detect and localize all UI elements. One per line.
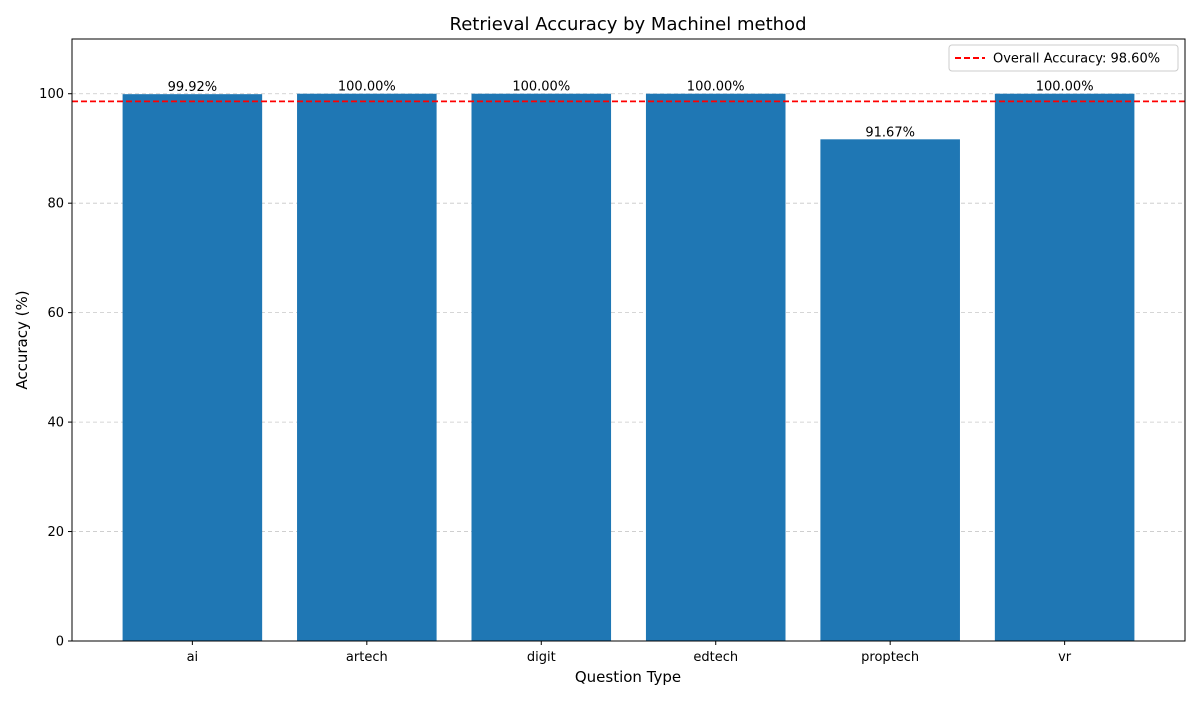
- y-axis-label: Accuracy (%): [13, 290, 31, 389]
- bar-digit: [471, 93, 612, 641]
- x-axis-ticks: ai artech digit edtech proptech vr: [187, 641, 1072, 665]
- x-tick-label: digit: [527, 650, 556, 665]
- legend-box: [948, 44, 1179, 72]
- x-tick-label: edtech: [693, 650, 738, 665]
- x-tick-label: artech: [346, 650, 388, 665]
- y-tick-label: 40: [47, 416, 64, 431]
- bar-ai: [122, 94, 263, 641]
- legend-label: Overall Accuracy: 98.60%: [993, 52, 1160, 67]
- bar-proptech: [820, 139, 960, 641]
- y-tick-label: 100: [39, 87, 64, 102]
- bar-value-label: 91.67%: [865, 125, 915, 140]
- bar-value-label: 100.00%: [512, 80, 570, 95]
- plot-frame: [71, 38, 1186, 642]
- bar-value-labels: 99.92% 100.00% 100.00% 100.00% 91.67% 100.00%: [168, 80, 1094, 141]
- legend: Overall Accuracy: 98.60%: [948, 44, 1179, 72]
- x-tick-label: vr: [1058, 650, 1072, 665]
- bar-edtech: [645, 93, 786, 641]
- x-axis-label: Question Type: [575, 668, 681, 686]
- y-tick-label: 0: [56, 635, 64, 650]
- bar-artech: [297, 93, 437, 641]
- bars: [122, 93, 1135, 641]
- y-tick-label: 20: [47, 525, 64, 540]
- x-tick-label: proptech: [861, 650, 919, 665]
- bar-value-label: 100.00%: [338, 80, 396, 95]
- bar-value-label: 100.00%: [687, 80, 745, 95]
- x-tick-label: ai: [187, 650, 199, 665]
- y-axis-ticks: 0 20 40 60 80 100: [39, 87, 72, 650]
- bar-vr: [994, 93, 1135, 641]
- chart-title: Retrieval Accuracy by Machinel method: [450, 14, 807, 35]
- bar-value-label: 99.92%: [168, 80, 218, 95]
- y-tick-label: 60: [47, 306, 64, 321]
- bar-value-label: 100.00%: [1036, 80, 1094, 95]
- y-tick-label: 80: [47, 197, 64, 212]
